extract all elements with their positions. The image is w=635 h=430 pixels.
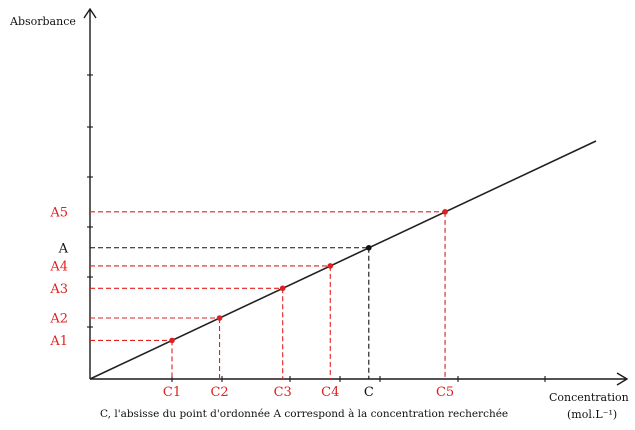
standard-2-concentration-label: C2 bbox=[210, 385, 228, 400]
standard-3-concentration-label: C3 bbox=[274, 385, 292, 400]
standard-5-concentration-label: C5 bbox=[436, 385, 454, 400]
sample-point bbox=[366, 244, 372, 251]
standard-2-absorbance-label: A2 bbox=[49, 312, 68, 327]
sample-absorbance-label: A bbox=[58, 241, 69, 256]
standard-1-concentration-label: C1 bbox=[163, 385, 181, 400]
standard-5-absorbance-label: A5 bbox=[49, 205, 68, 220]
standard-5-point bbox=[442, 209, 448, 215]
standard-3-point bbox=[279, 285, 286, 292]
standard-1-point bbox=[169, 337, 175, 344]
standard-3-absorbance-label: A3 bbox=[49, 282, 68, 297]
caption: C, l'absisse du point d'ordonnée A corre… bbox=[100, 408, 508, 420]
y-axis-title: Absorbance bbox=[9, 15, 76, 28]
standard-1-absorbance-label: A1 bbox=[49, 334, 68, 349]
data-layer: A1 C1 A2 C2 A3 C3 A4 C4 A5 C5 A C bbox=[49, 205, 454, 400]
standard-4-point bbox=[327, 263, 334, 269]
x-axis-arrow bbox=[616, 372, 629, 386]
y-axis-arrow bbox=[83, 7, 97, 19]
x-axis-title: Concentration bbox=[549, 391, 629, 404]
sample-concentration-label: C bbox=[364, 385, 374, 400]
standard-2-point bbox=[216, 315, 223, 321]
standard-4-concentration-label: C4 bbox=[321, 385, 339, 400]
calibration-line bbox=[89, 140, 597, 380]
standard-4-absorbance-label: A4 bbox=[49, 259, 68, 274]
x-axis-unit: (mol.L⁻¹) bbox=[567, 408, 617, 421]
